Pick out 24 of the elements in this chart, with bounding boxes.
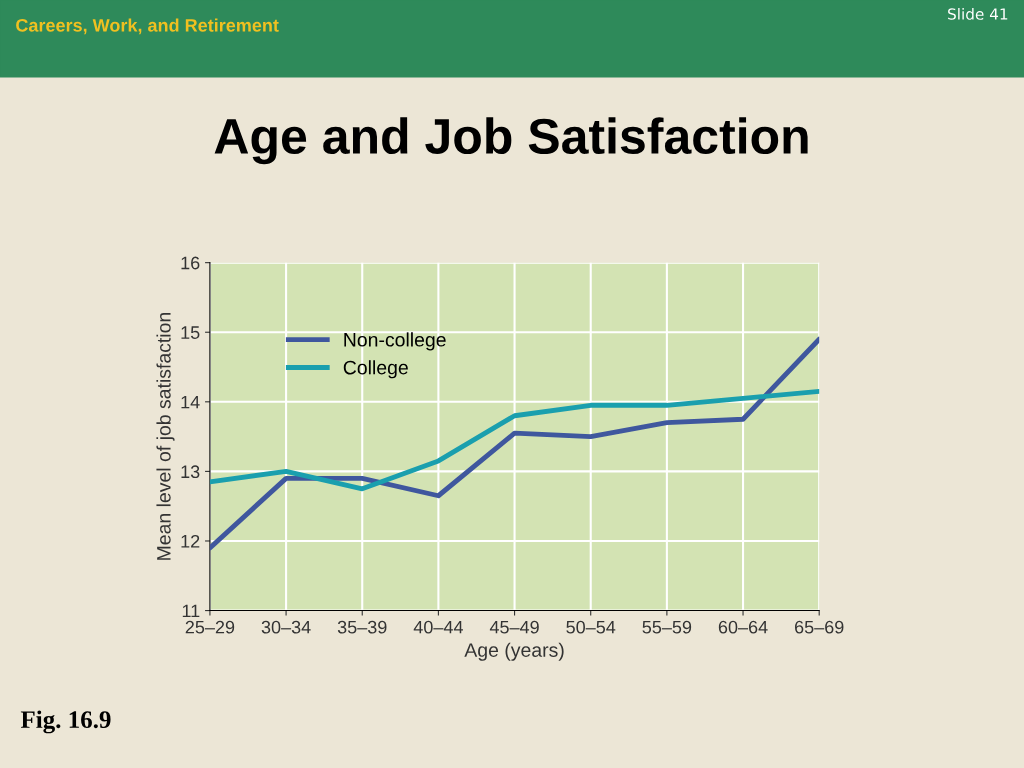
x-tick-label: 35–39 <box>337 620 387 634</box>
x-tick-label: 30–34 <box>261 620 311 634</box>
legend-label: Non-college <box>344 332 446 351</box>
x-tick-label: 60–64 <box>718 620 768 634</box>
text: Slide 41 <box>948 7 1008 20</box>
y-axis-title: Mean level of job satisfaction <box>156 313 175 560</box>
y-tick-label: 16 <box>181 256 200 270</box>
caption: Fig. 16.9 <box>20 710 111 734</box>
x-axis-title: Age (years) <box>464 642 564 661</box>
x-tick-label: 25–29 <box>185 620 235 634</box>
y-tick-label: 14 <box>181 395 200 409</box>
y-tick-label: 13 <box>181 465 200 479</box>
y-tick-label: 11 <box>182 604 200 618</box>
chart-title: Age and Job Satisfaction <box>214 117 808 165</box>
legend-label: College <box>343 360 408 379</box>
x-tick-label: 55–59 <box>642 620 692 634</box>
chart-subtitle: Careers, Work, and Retirement <box>16 18 279 35</box>
x-tick-label: 40–44 <box>413 620 463 634</box>
y-tick-label: 12 <box>181 534 200 548</box>
x-tick-label: 50–54 <box>566 620 616 634</box>
y-tick-label: 15 <box>181 326 200 339</box>
line-series <box>209 388 820 492</box>
x-tick-label: 45–49 <box>489 620 539 634</box>
x-tick-label: 65–69 <box>795 620 844 634</box>
